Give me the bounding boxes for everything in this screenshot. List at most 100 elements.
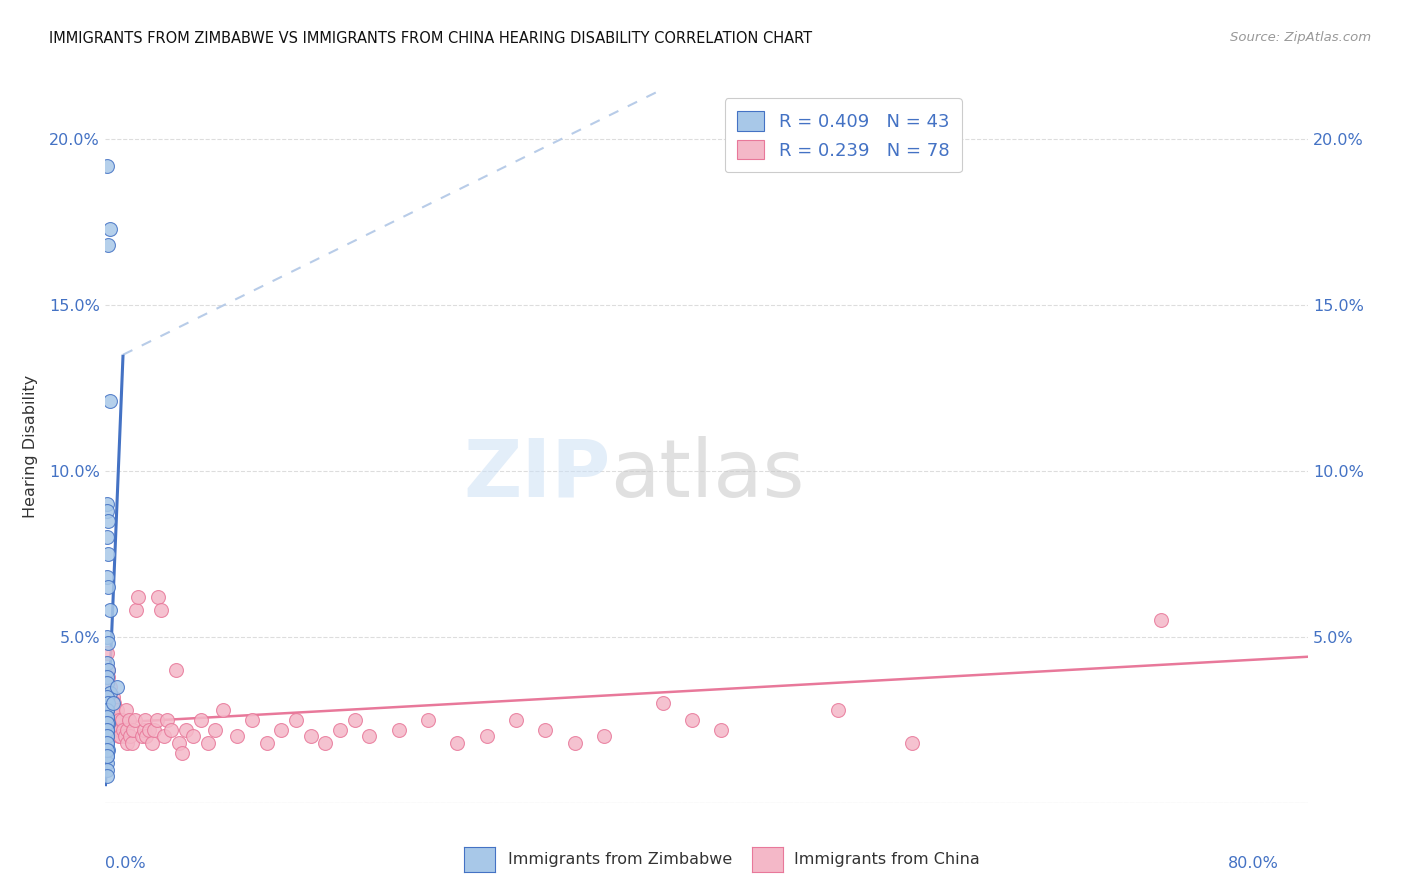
Point [108,723,131,737]
Point [183,730,205,744]
Point [1150,613,1173,627]
Point [105,703,128,717]
Point [204,723,226,737]
Legend: R = 0.409   N = 43, R = 0.239   N = 78: R = 0.409 N = 43, R = 0.239 N = 78 [724,98,962,172]
Point [135,730,157,744]
Point [285,713,308,727]
Point [96,630,118,644]
Point [359,730,381,744]
Text: 0.0%: 0.0% [105,856,146,871]
Text: 80.0%: 80.0% [1227,856,1278,871]
Point [160,723,183,737]
Point [96,723,118,737]
Point [96,504,118,518]
Point [343,713,366,727]
Point [150,603,173,617]
Point [122,723,145,737]
Point [153,730,176,744]
Point [145,713,167,727]
Point [170,746,193,760]
Point [112,723,135,737]
Point [710,723,733,737]
Point [197,736,219,750]
Point [96,716,118,731]
Text: Source: ZipAtlas.com: Source: ZipAtlas.com [1230,31,1371,45]
Point [117,736,139,750]
Point [115,703,138,717]
Point [103,713,125,727]
Point [534,723,557,737]
Point [270,723,292,737]
Point [127,590,149,604]
Point [314,736,336,750]
Point [505,713,527,727]
Point [97,636,120,650]
Point [97,238,120,252]
Point [138,723,160,737]
Text: IMMIGRANTS FROM ZIMBABWE VS IMMIGRANTS FROM CHINA HEARING DISABILITY CORRELATION: IMMIGRANTS FROM ZIMBABWE VS IMMIGRANTS F… [49,31,813,46]
Point [97,742,120,756]
Point [97,663,120,677]
Point [142,723,165,737]
Point [96,647,118,661]
Point [256,736,278,750]
Text: Immigrants from Zimbabwe: Immigrants from Zimbabwe [508,853,731,867]
Point [105,680,128,694]
Point [124,713,146,727]
Point [593,730,616,744]
Point [388,723,411,737]
Point [114,730,136,744]
Point [96,709,118,723]
Point [190,713,212,727]
Point [96,703,118,717]
Point [101,703,124,717]
Point [96,657,118,671]
Point [148,590,170,604]
Point [564,736,586,750]
Point [121,736,143,750]
Point [125,603,148,617]
Point [165,663,187,677]
Point [98,221,121,235]
Point [96,736,118,750]
Point [98,394,121,409]
Point [900,736,922,750]
Text: atlas: atlas [610,435,804,514]
Point [681,713,703,727]
Point [96,730,118,744]
Point [101,696,124,710]
Point [132,723,155,737]
Point [120,730,142,744]
Point [97,716,120,731]
Point [98,686,121,700]
Point [96,570,118,584]
Point [108,730,131,744]
Point [211,703,233,717]
Point [118,713,141,727]
Point [96,723,118,737]
Text: ZIP: ZIP [463,435,610,514]
Point [156,713,179,727]
Point [98,690,121,704]
Point [226,730,249,744]
Point [299,730,322,744]
Point [96,709,118,723]
Point [98,603,121,617]
Point [98,680,121,694]
Point [96,676,118,690]
Point [97,663,120,677]
Point [97,580,120,594]
Point [105,723,128,737]
Point [96,749,118,764]
Point [97,670,120,684]
Point [416,713,439,727]
Point [100,703,122,717]
Point [97,696,120,710]
Point [101,690,124,704]
Point [97,514,120,528]
Point [446,736,468,750]
Point [96,769,118,783]
Point [96,497,118,511]
Point [134,713,156,727]
Point [96,742,118,756]
